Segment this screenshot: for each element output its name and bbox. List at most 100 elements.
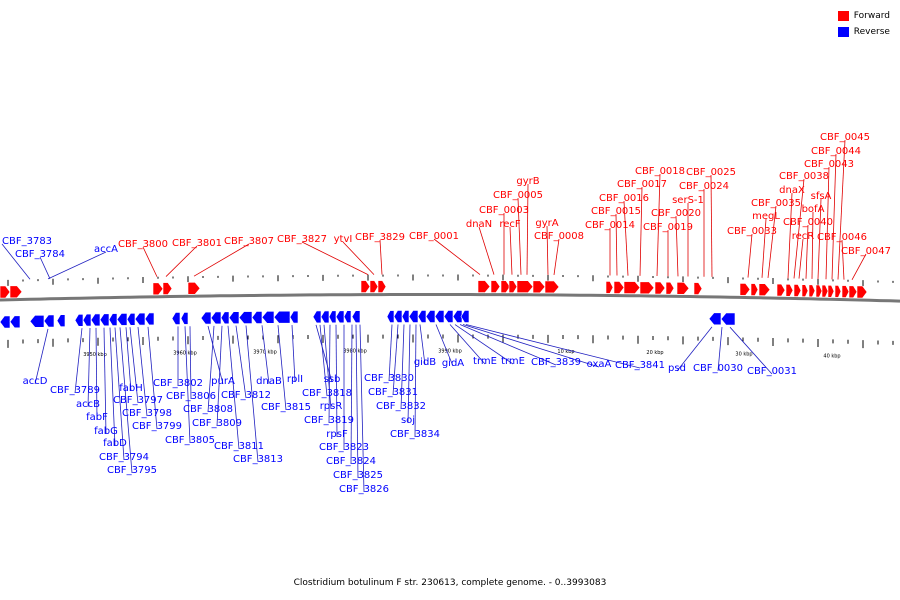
gene-label: CBF_3784	[15, 249, 65, 260]
leader-line	[216, 325, 223, 427]
gene-label: recR	[792, 231, 815, 242]
reverse-gene-arrow	[320, 310, 330, 324]
forward-gene-arrow	[9, 285, 23, 299]
leader-line	[478, 226, 495, 275]
gene-label: CBF_3826	[339, 484, 389, 495]
leader-line	[811, 211, 814, 279]
reverse-gene-arrow	[82, 313, 92, 327]
reverse-gene-arrow	[408, 310, 419, 323]
gene-label: CBF_3806	[166, 391, 216, 402]
gene-label: CBF_0003	[479, 205, 529, 216]
forward-gene-arrow	[785, 283, 794, 297]
forward-gene-arrow	[477, 280, 491, 293]
gene-label: CBF_3800	[118, 239, 168, 250]
leader-line	[207, 325, 215, 413]
reverse-gene-arrow	[351, 310, 361, 324]
forward-gene-arrow	[808, 284, 816, 298]
forward-gene-arrow	[187, 281, 201, 295]
gene-label: CBF_3783	[2, 236, 52, 247]
leader-line	[449, 324, 486, 365]
legend-label-forward: Forward	[853, 11, 890, 21]
genome-backbone	[0, 293, 900, 303]
reverse-gene-arrow	[312, 310, 322, 324]
label-leader-lines	[1, 139, 867, 493]
gene-label: CBF_0008	[534, 231, 584, 242]
forward-gene-arrow	[856, 285, 868, 299]
leader-line	[342, 241, 375, 275]
gene-label: CBF_3832	[376, 401, 426, 412]
reverse-gene-arrow	[343, 310, 352, 324]
scale-label: 10 kbp	[557, 349, 574, 355]
gene-label: CBF_0024	[679, 181, 729, 192]
reverse-gene-arrow	[90, 313, 101, 327]
reverse-gene-arrow	[43, 314, 55, 328]
gene-label: CBF_0043	[804, 159, 854, 170]
leader-line	[125, 327, 132, 392]
gene-label: trmE	[473, 356, 497, 367]
forward-gene-arrow	[639, 281, 655, 295]
leader-line	[119, 327, 133, 474]
gene-label: CBF_0016	[599, 193, 649, 204]
leader-line	[87, 327, 91, 408]
forward-gene-arrow	[532, 280, 546, 294]
forward-gene-arrow	[162, 282, 173, 295]
leader-line	[462, 324, 600, 368]
reverse-gene-arrow	[417, 310, 427, 323]
leader-line	[114, 327, 125, 461]
gene-label: CBF_3797	[113, 395, 163, 406]
gene-label: CBF_3798	[122, 408, 172, 419]
leader-line	[392, 324, 399, 396]
leader-line	[517, 197, 522, 275]
leader-line	[761, 218, 767, 278]
gene-label: rpsF	[326, 429, 348, 440]
forward-gene-arrow	[841, 285, 850, 298]
reverse-gene-arrow	[144, 312, 155, 326]
reverse-gene-arrow	[116, 313, 128, 326]
leader-line	[137, 327, 148, 417]
leader-line	[227, 325, 240, 450]
gene-label: rpsR	[320, 401, 343, 412]
forward-gene-arrow	[490, 280, 501, 293]
leader-line	[825, 166, 830, 280]
gene-label: oxaA	[587, 359, 612, 370]
leader-line	[34, 328, 49, 385]
gene-label: CBF_0025	[686, 167, 736, 178]
leader-line	[817, 198, 822, 280]
gene-label: CBF_3799	[132, 421, 182, 432]
leader-line	[129, 327, 139, 404]
gene-label: CBF_0035	[751, 198, 801, 209]
gene-label: CBF_0047	[841, 246, 891, 257]
gene-label: CBF_0018	[635, 166, 685, 177]
forward-gene-arrow	[776, 283, 786, 297]
reverse-gene-arrow	[56, 314, 66, 328]
leader-line	[388, 324, 393, 382]
gene-label: bofA	[802, 204, 825, 215]
reverse-gene-arrow	[171, 312, 181, 325]
reverse-gene-arrow	[425, 310, 436, 323]
gene-label: CBF_3794	[99, 452, 149, 463]
forward-gene-arrow	[654, 281, 666, 295]
leader-line	[335, 324, 338, 438]
forward-gene-arrow	[739, 283, 751, 296]
forward-gene-arrow	[377, 280, 387, 293]
reverse-gene-arrow	[126, 312, 136, 326]
gene-label: fabH	[119, 383, 143, 394]
gene-label: gyrB	[516, 176, 539, 187]
forward-gene-arrow	[821, 284, 829, 298]
gene-label: recF	[499, 219, 521, 230]
gene-label: CBF_0040	[783, 217, 833, 228]
reverse-gene-arrow	[238, 311, 253, 324]
reverse-gene-arrow	[273, 310, 291, 324]
gene-label: CBF_0005	[493, 190, 543, 201]
leader-line	[553, 238, 560, 276]
scale-label: 20 kbp	[646, 350, 663, 356]
gene-label: psd	[668, 363, 686, 374]
gene-arrows	[0, 280, 868, 329]
leader-line	[291, 325, 296, 383]
gene-label: ytvI	[334, 234, 353, 245]
reverse-gene-arrow	[134, 312, 146, 326]
gene-label: CBF_3807	[224, 236, 274, 247]
forward-swatch	[837, 11, 849, 21]
reverse-gene-arrow	[220, 311, 230, 325]
